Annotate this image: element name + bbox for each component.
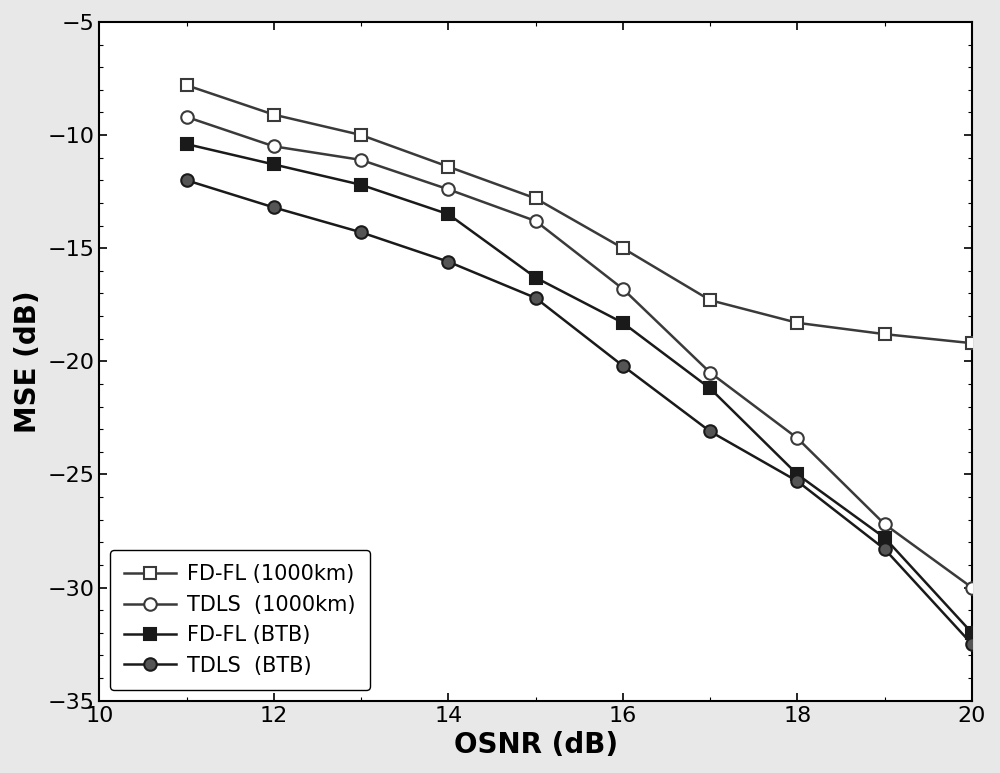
- FD-FL (1000km): [442, 162, 454, 172]
- FD-FL (BTB): [442, 209, 454, 219]
- FD-FL (1000km): [966, 339, 978, 348]
- X-axis label: OSNR (dB): OSNR (dB): [454, 731, 618, 759]
- Legend: FD-FL (1000km), TDLS  (1000km), FD-FL (BTB), TDLS  (BTB): FD-FL (1000km), TDLS (1000km), FD-FL (BT…: [110, 550, 370, 690]
- TDLS  (1000km): [181, 112, 193, 121]
- TDLS  (1000km): [617, 284, 629, 294]
- FD-FL (BTB): [355, 180, 367, 189]
- FD-FL (1000km): [879, 329, 891, 339]
- Line: FD-FL (BTB): FD-FL (BTB): [180, 138, 978, 639]
- TDLS  (BTB): [268, 203, 280, 212]
- TDLS  (BTB): [530, 293, 542, 302]
- FD-FL (1000km): [530, 194, 542, 203]
- TDLS  (BTB): [879, 544, 891, 553]
- Line: TDLS  (BTB): TDLS (BTB): [180, 174, 978, 650]
- TDLS  (BTB): [355, 228, 367, 237]
- TDLS  (BTB): [442, 257, 454, 267]
- FD-FL (1000km): [704, 295, 716, 305]
- TDLS  (BTB): [617, 361, 629, 370]
- FD-FL (BTB): [181, 139, 193, 148]
- TDLS  (1000km): [355, 155, 367, 165]
- TDLS  (1000km): [791, 434, 803, 443]
- TDLS  (BTB): [966, 639, 978, 649]
- FD-FL (BTB): [791, 470, 803, 479]
- FD-FL (BTB): [530, 273, 542, 282]
- TDLS  (BTB): [704, 427, 716, 436]
- TDLS  (1000km): [530, 216, 542, 226]
- TDLS  (1000km): [879, 519, 891, 529]
- FD-FL (BTB): [268, 160, 280, 169]
- FD-FL (BTB): [704, 384, 716, 393]
- FD-FL (1000km): [268, 110, 280, 119]
- Line: TDLS  (1000km): TDLS (1000km): [180, 111, 978, 594]
- Line: FD-FL (1000km): FD-FL (1000km): [180, 79, 978, 349]
- FD-FL (1000km): [617, 243, 629, 253]
- FD-FL (1000km): [355, 131, 367, 140]
- TDLS  (1000km): [268, 141, 280, 151]
- TDLS  (BTB): [181, 175, 193, 185]
- TDLS  (1000km): [704, 368, 716, 377]
- FD-FL (BTB): [617, 318, 629, 328]
- Y-axis label: MSE (dB): MSE (dB): [14, 290, 42, 433]
- FD-FL (1000km): [791, 318, 803, 328]
- TDLS  (1000km): [442, 185, 454, 194]
- FD-FL (BTB): [966, 628, 978, 638]
- TDLS  (BTB): [791, 477, 803, 486]
- TDLS  (1000km): [966, 583, 978, 592]
- FD-FL (BTB): [879, 533, 891, 543]
- FD-FL (1000km): [181, 80, 193, 90]
